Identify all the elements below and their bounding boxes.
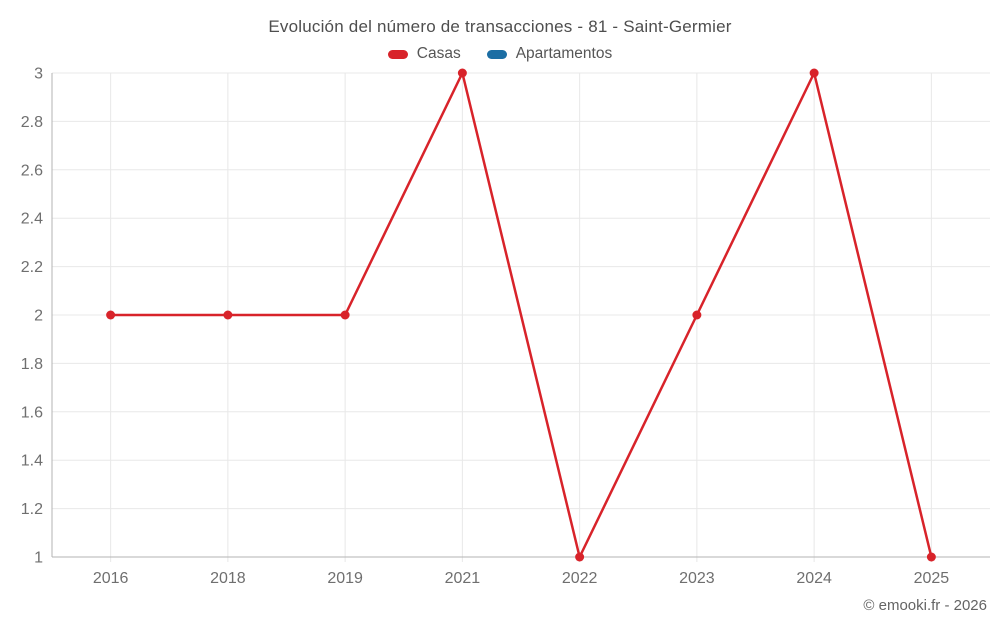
x-tick-label: 2016	[93, 570, 129, 587]
x-tick-label: 2019	[327, 570, 363, 587]
data-point-casas-2016[interactable]	[106, 310, 116, 320]
data-point-casas-2025[interactable]	[926, 552, 936, 562]
y-tick-label: 1.2	[21, 501, 43, 518]
legend-item-apartamentos[interactable]: Apartamentos	[486, 45, 613, 63]
x-tick-label: 2022	[562, 570, 598, 587]
y-tick-label: 1.6	[21, 404, 43, 421]
chart-title: Evolución del número de transacciones - …	[268, 17, 732, 36]
y-tick-label: 3	[34, 66, 43, 83]
data-point-casas-2024[interactable]	[809, 68, 819, 78]
x-tick-label: 2018	[210, 570, 246, 587]
legend-swatch-casas	[387, 49, 408, 59]
x-tick-label: 2025	[914, 570, 950, 587]
legend-swatch-apartamentos	[486, 49, 507, 59]
x-tick-label: 2024	[796, 570, 832, 587]
y-tick-label: 2.4	[21, 211, 43, 228]
y-tick-label: 2	[34, 308, 43, 325]
data-point-casas-2023[interactable]	[692, 310, 702, 320]
y-tick-label: 1	[34, 550, 43, 567]
y-tick-label: 2.2	[21, 259, 43, 276]
y-tick-label: 1.8	[21, 356, 43, 373]
x-tick-label: 2021	[445, 570, 481, 587]
data-point-casas-2022[interactable]	[575, 552, 585, 562]
y-tick-label: 2.6	[21, 162, 43, 179]
legend-label-apartamentos: Apartamentos	[515, 45, 613, 62]
legend-label-casas: Casas	[416, 45, 461, 62]
legend-item-casas[interactable]: Casas	[387, 45, 461, 63]
y-tick-label: 1.4	[21, 453, 43, 470]
data-point-casas-2018[interactable]	[223, 310, 233, 320]
data-point-casas-2019[interactable]	[340, 310, 350, 320]
y-tick-label: 2.8	[21, 114, 43, 131]
copyright: © emooki.fr - 2026	[863, 597, 987, 614]
legend: Casas Apartamentos	[0, 45, 1000, 63]
x-tick-label: 2023	[679, 570, 715, 587]
series-line-casas	[109, 71, 933, 559]
data-point-casas-2021[interactable]	[457, 68, 467, 78]
